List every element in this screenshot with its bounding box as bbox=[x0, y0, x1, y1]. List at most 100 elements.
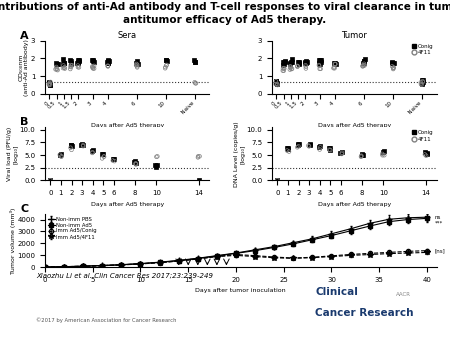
Point bbox=[46, 81, 54, 87]
X-axis label: Days after Ad5 therapy: Days after Ad5 therapy bbox=[90, 202, 164, 207]
Point bbox=[287, 59, 294, 64]
Point bbox=[192, 80, 199, 86]
Point bbox=[54, 61, 61, 67]
Y-axis label: OD₅₀₀nm
(anti-Ad antibody): OD₅₀₀nm (anti-Ad antibody) bbox=[18, 39, 29, 96]
Point bbox=[315, 63, 323, 68]
Point bbox=[390, 66, 397, 72]
Point bbox=[417, 81, 424, 87]
Point bbox=[360, 61, 368, 66]
Point bbox=[131, 158, 139, 164]
Point bbox=[288, 59, 296, 65]
Text: [ns]: [ns] bbox=[435, 248, 446, 254]
Point bbox=[132, 161, 139, 167]
Point bbox=[317, 62, 324, 67]
Point bbox=[89, 64, 96, 69]
Point bbox=[104, 57, 111, 62]
Point bbox=[423, 150, 430, 155]
Point bbox=[316, 57, 323, 63]
Point bbox=[67, 66, 74, 72]
Point bbox=[390, 66, 397, 71]
Point bbox=[90, 57, 97, 63]
Point bbox=[338, 151, 345, 157]
Point bbox=[287, 64, 294, 69]
Point bbox=[132, 161, 139, 166]
Point bbox=[315, 63, 323, 69]
Point bbox=[104, 63, 112, 69]
Point bbox=[303, 59, 310, 65]
Point bbox=[327, 147, 334, 153]
Point bbox=[295, 141, 302, 147]
Point bbox=[316, 143, 323, 149]
Point bbox=[75, 57, 82, 63]
Point bbox=[281, 62, 288, 67]
Point bbox=[54, 66, 61, 71]
Point bbox=[99, 151, 107, 156]
Point bbox=[419, 79, 426, 85]
Point bbox=[104, 60, 112, 65]
Point bbox=[360, 152, 367, 158]
Point bbox=[194, 153, 202, 159]
Point bbox=[287, 65, 294, 71]
Point bbox=[79, 143, 86, 148]
Point bbox=[280, 62, 287, 68]
Point bbox=[61, 66, 68, 71]
Point bbox=[131, 159, 138, 165]
Point bbox=[100, 154, 108, 159]
Point bbox=[317, 145, 324, 150]
Point bbox=[75, 58, 82, 64]
Point bbox=[294, 64, 301, 69]
Point bbox=[104, 64, 112, 69]
Point bbox=[162, 66, 169, 71]
Point bbox=[90, 147, 97, 153]
Text: antitumor efficacy of Ad5 therapy.: antitumor efficacy of Ad5 therapy. bbox=[123, 15, 327, 25]
Point bbox=[338, 150, 346, 155]
Point bbox=[288, 66, 296, 71]
Text: ***: *** bbox=[435, 221, 443, 225]
Point bbox=[326, 147, 333, 152]
Point bbox=[359, 63, 366, 69]
Point bbox=[99, 151, 106, 156]
Point bbox=[360, 61, 368, 67]
Point bbox=[332, 61, 339, 66]
Point bbox=[295, 144, 302, 149]
Point bbox=[315, 144, 323, 150]
Point bbox=[419, 78, 427, 83]
Point bbox=[302, 61, 309, 66]
Point bbox=[294, 142, 302, 147]
Point bbox=[68, 61, 75, 66]
Text: The contributions of anti-Ad antibody and T-cell responses to viral clearance in: The contributions of anti-Ad antibody an… bbox=[0, 2, 450, 12]
Point bbox=[360, 63, 367, 68]
Point bbox=[302, 66, 310, 71]
Text: AACR: AACR bbox=[396, 292, 411, 297]
X-axis label: Days after tumor inoculation: Days after tumor inoculation bbox=[195, 288, 286, 293]
Point bbox=[295, 62, 302, 67]
Point bbox=[273, 80, 280, 86]
Point bbox=[359, 151, 366, 156]
Point bbox=[89, 149, 96, 154]
Point bbox=[67, 145, 74, 150]
Point bbox=[284, 145, 291, 150]
Point bbox=[422, 149, 429, 154]
Point bbox=[67, 59, 74, 64]
Point bbox=[133, 64, 140, 69]
Point bbox=[60, 61, 68, 66]
Point bbox=[111, 159, 118, 164]
Point bbox=[306, 144, 313, 149]
Point bbox=[74, 63, 81, 68]
Point bbox=[192, 80, 199, 86]
Point bbox=[361, 56, 369, 62]
Point bbox=[274, 80, 281, 86]
Point bbox=[53, 67, 60, 72]
Point bbox=[47, 177, 54, 183]
Point bbox=[390, 61, 397, 66]
Point bbox=[331, 61, 338, 66]
Point bbox=[288, 56, 296, 62]
Point bbox=[163, 63, 170, 68]
Point bbox=[52, 67, 59, 72]
Text: Cancer Research: Cancer Research bbox=[315, 308, 414, 318]
Point bbox=[302, 64, 310, 69]
Point bbox=[133, 61, 140, 67]
Point bbox=[100, 154, 108, 159]
Point bbox=[279, 66, 287, 71]
Point bbox=[162, 64, 169, 70]
